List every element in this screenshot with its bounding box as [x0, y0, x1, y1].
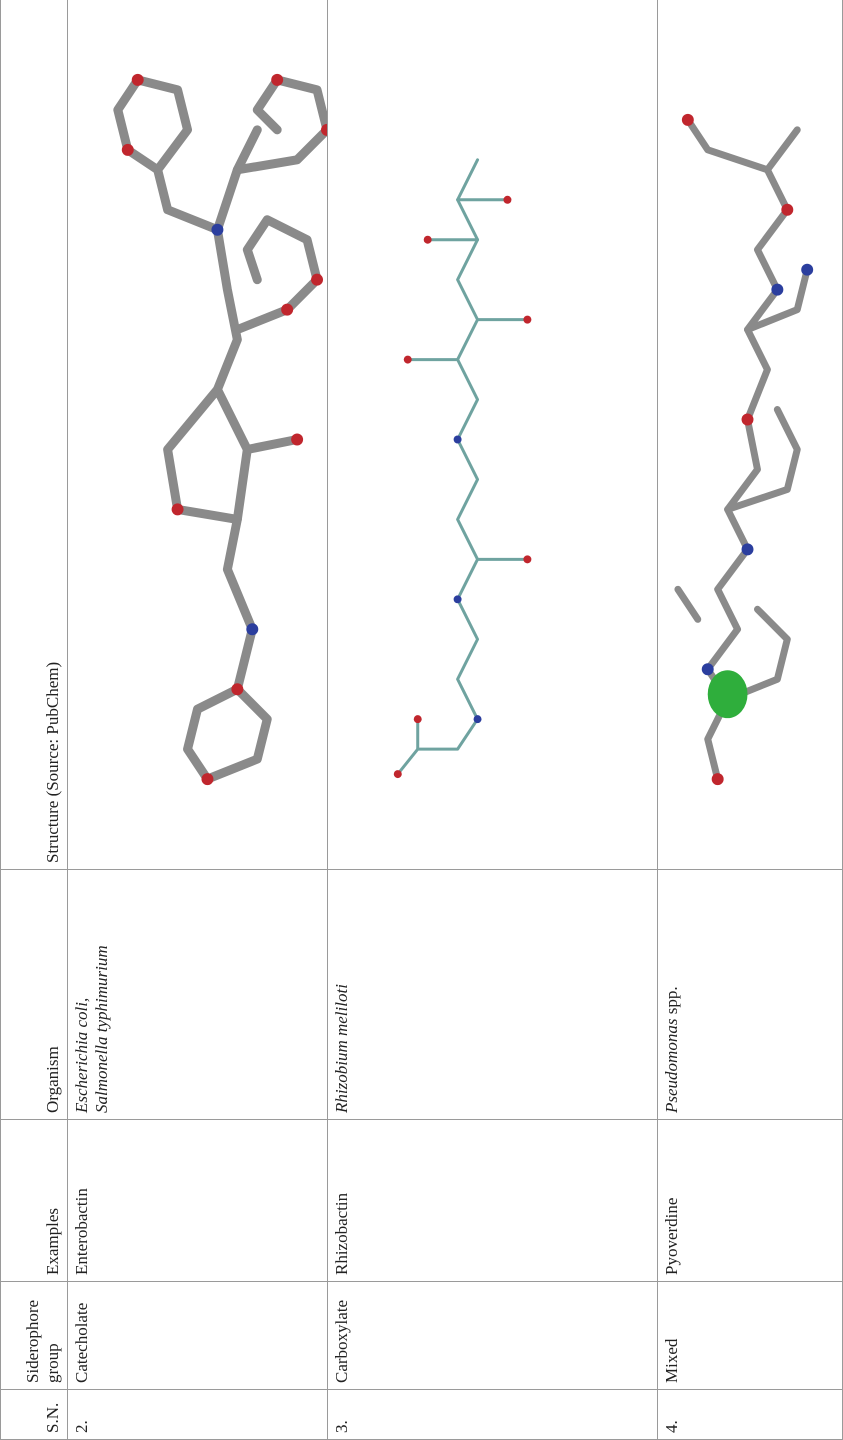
atom [211, 224, 223, 236]
atom [712, 773, 724, 785]
bond [688, 120, 768, 170]
header-row: S.N. Siderophore group Examples Organism… [1, 0, 68, 1440]
example-cell: Rhizobactin [328, 1120, 658, 1282]
atom [474, 715, 482, 723]
atom [246, 623, 258, 635]
atom [311, 274, 323, 286]
group-cell: Mixed [658, 1282, 843, 1390]
atom [394, 770, 402, 778]
structure-image [68, 0, 327, 869]
bond [118, 80, 218, 230]
structure-image [328, 0, 657, 869]
header-cell: Examples [1, 1120, 68, 1282]
structure-cell [658, 0, 843, 870]
bond [247, 439, 297, 449]
sn-cell: 4. [658, 1390, 843, 1440]
sn-cell: 2. [68, 1390, 328, 1440]
atom [742, 543, 754, 555]
atom [503, 196, 511, 204]
atom [771, 284, 783, 296]
organism-name: Rhizobium meliloti [332, 984, 351, 1113]
header-cell: Siderophore group [1, 1282, 68, 1390]
structure-cell [328, 0, 658, 870]
organism-cell: Pseudomonas spp. [658, 870, 843, 1120]
atom [454, 435, 462, 443]
page: S.N. Siderophore group Examples Organism… [0, 0, 843, 1440]
atom [682, 114, 694, 126]
atom [231, 683, 243, 695]
group-cell: Catecholate [68, 1282, 328, 1390]
sn-cell: 3. [328, 1390, 658, 1440]
atom [454, 595, 462, 603]
atom [414, 715, 422, 723]
atom [201, 773, 213, 785]
example-cell: Pyoverdine [658, 1120, 843, 1282]
atom [742, 414, 754, 426]
atom [291, 434, 303, 446]
bond [237, 220, 317, 330]
header-cell: Structure (Source: PubChem) [1, 0, 68, 870]
atom [172, 503, 184, 515]
example-cell: Enterobactin [68, 1120, 328, 1282]
organism-cell: Escherichia coli,Salmonella typhimurium [68, 870, 328, 1120]
atom [523, 555, 531, 563]
atom [404, 356, 412, 364]
atom [702, 663, 714, 675]
atom [271, 74, 283, 86]
atom [122, 144, 134, 156]
bond [237, 80, 327, 170]
iron-atom [708, 670, 748, 718]
organism-note: spp. [662, 986, 681, 1014]
organism-name: Escherichia coli, [72, 998, 91, 1113]
bond [678, 589, 698, 619]
group-cell: Carboxylate [328, 1282, 658, 1390]
bond [217, 130, 257, 689]
atom [801, 264, 813, 276]
rotated-page: S.N. Siderophore group Examples Organism… [0, 0, 843, 1440]
atom [132, 74, 144, 86]
structure-cell [68, 0, 328, 870]
bond [398, 160, 478, 774]
organism-name: Salmonella typhimurium [92, 945, 111, 1113]
atom [523, 316, 531, 324]
siderophore-table: S.N. Siderophore group Examples Organism… [0, 0, 843, 1440]
bond [188, 689, 268, 779]
organism-cell: Rhizobium meliloti [328, 870, 658, 1120]
header-cell: S.N. [1, 1390, 68, 1440]
atom [424, 236, 432, 244]
structure-image [658, 0, 842, 869]
atom [281, 304, 293, 316]
atom [781, 204, 793, 216]
organism-name: Pseudomonas [662, 1019, 681, 1113]
header-cell: Organism [1, 870, 68, 1120]
